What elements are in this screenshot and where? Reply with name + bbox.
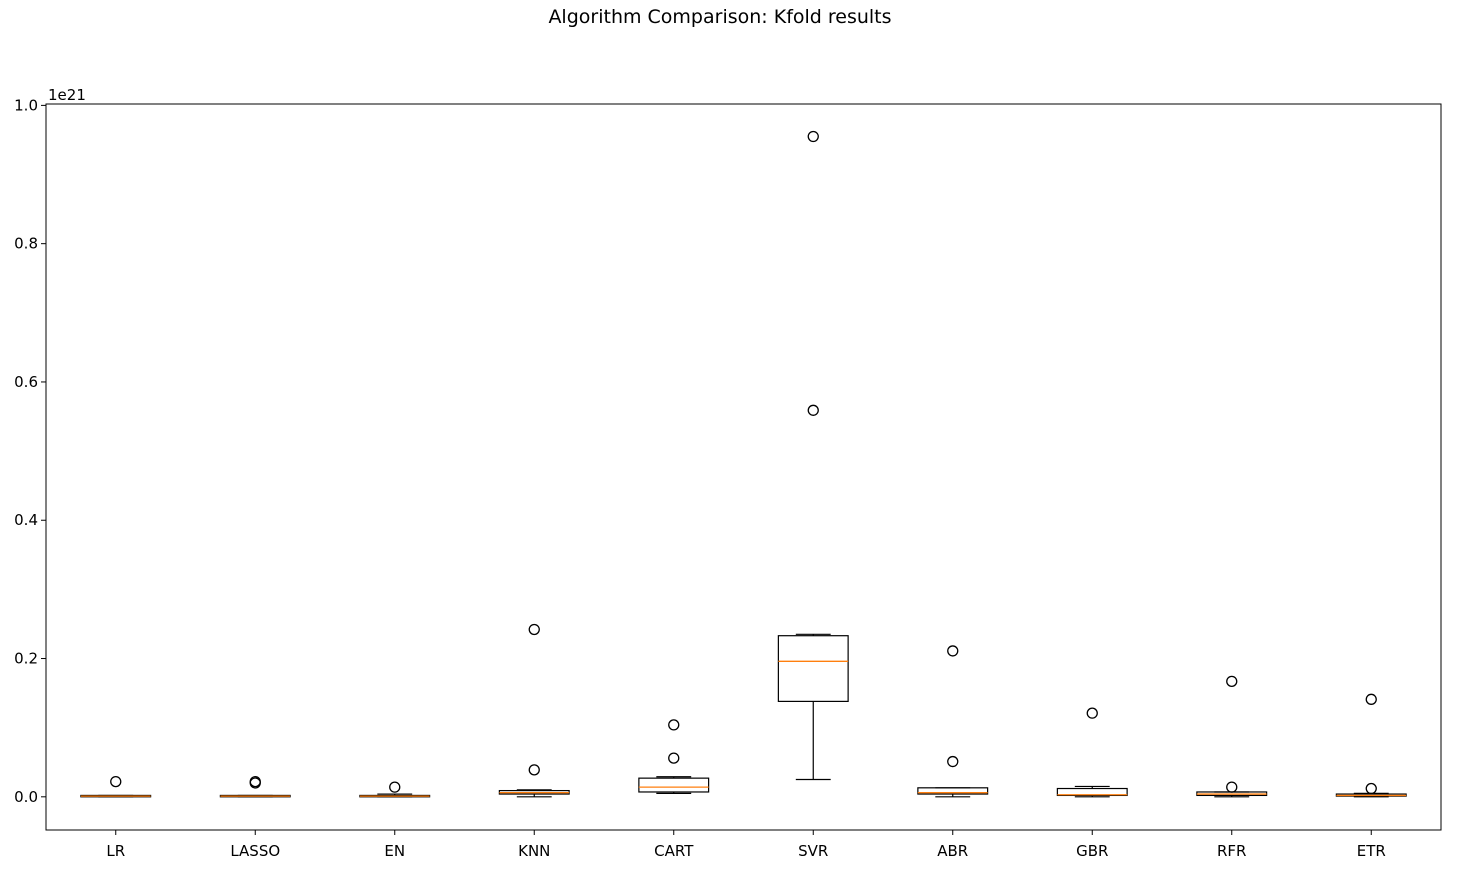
flier-point — [1226, 675, 1238, 687]
flier-point — [807, 130, 819, 143]
flier-point — [668, 719, 680, 731]
flier-point — [1365, 693, 1377, 705]
box-group-rfr — [1196, 675, 1268, 798]
flier-point — [668, 752, 680, 764]
flier-point — [947, 755, 959, 768]
box-group-svr — [777, 130, 849, 781]
box-group-knn — [498, 623, 570, 798]
plot-area-frame — [45, 103, 1442, 831]
box-group-en — [359, 781, 431, 798]
x-tick-label: KNN — [518, 842, 550, 860]
x-tick-label: SVR — [798, 842, 828, 860]
box-group-lr — [80, 775, 152, 798]
flier-point — [528, 764, 540, 776]
flier-point — [947, 645, 959, 657]
box-group-gbr — [1056, 707, 1128, 798]
flier-point — [389, 781, 401, 793]
boxes — [80, 130, 1407, 798]
box-group-lasso — [219, 775, 291, 798]
chart-title: Algorithm Comparison: Kfold results — [548, 6, 892, 28]
y-offset-label: 1e21 — [48, 86, 86, 104]
axes: 0.0 0.2 0.4 0.6 0.8 1.0 LR LASSO EN KNN CART SVR ABR… — [14, 96, 1386, 860]
flier-point — [1086, 707, 1098, 719]
flier-point — [110, 775, 122, 788]
x-tick-label: ETR — [1357, 842, 1386, 860]
flier-point — [807, 404, 819, 416]
x-tick-label: RFR — [1217, 842, 1246, 860]
x-tick-label: ABR — [937, 842, 968, 860]
x-tick-label: GBR — [1076, 842, 1108, 860]
x-tick-label: LASSO — [230, 842, 280, 860]
x-tick-label: LR — [106, 842, 125, 860]
x-tick-label: CART — [654, 842, 694, 860]
flier-point — [1365, 782, 1377, 795]
box-group-cart — [638, 719, 710, 794]
flier-point — [1226, 781, 1238, 793]
y-tick-label: 1.0 — [14, 96, 38, 114]
box-group-abr — [917, 645, 989, 798]
box — [638, 777, 710, 793]
y-tick-label: 0.6 — [14, 373, 38, 391]
flier-point — [249, 775, 261, 788]
flier-point — [528, 623, 540, 636]
box-group-etr — [1335, 693, 1407, 798]
x-tick-label: EN — [384, 842, 405, 860]
y-tick-label: 0.8 — [14, 235, 38, 253]
y-tick-label: 0.2 — [14, 650, 38, 668]
box — [1056, 787, 1128, 797]
box — [917, 787, 989, 795]
y-tick-label: 0.0 — [14, 788, 38, 806]
box — [777, 635, 849, 702]
y-tick-label: 0.4 — [14, 511, 38, 529]
